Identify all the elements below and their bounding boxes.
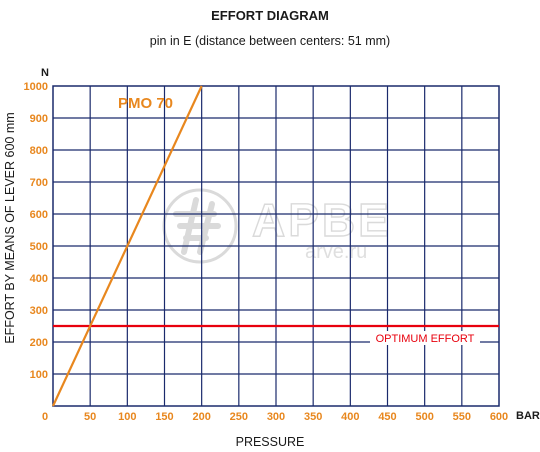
x-tick-label: 350 bbox=[304, 411, 322, 423]
y-tick-label: 1000 bbox=[24, 81, 48, 93]
x-tick-label: 550 bbox=[453, 411, 471, 423]
y-tick-label: 900 bbox=[30, 113, 48, 125]
x-tick-labels: 0 50 100 150 200 250 300 350 400 450 500 550 600 bbox=[42, 411, 508, 423]
chart-subtitle: pin in E (distance between centers: 51 m… bbox=[150, 34, 390, 48]
x-tick-label: 500 bbox=[415, 411, 433, 423]
x-tick-label: 300 bbox=[267, 411, 285, 423]
x-tick-label: 600 bbox=[490, 411, 508, 423]
watermark-subtext: arve.ru bbox=[305, 241, 367, 263]
series-group: PMO 70 bbox=[52, 85, 203, 407]
optimum-effort-label-bg bbox=[370, 331, 480, 345]
x-tick-label: 250 bbox=[230, 411, 248, 423]
x-tick-label: 50 bbox=[84, 411, 96, 423]
chart-title: EFFORT DIAGRAM bbox=[211, 8, 329, 23]
x-tick-label: 400 bbox=[341, 411, 359, 423]
y-tick-label: 700 bbox=[30, 177, 48, 189]
y-tick-label: 200 bbox=[30, 337, 48, 349]
x-tick-label: 200 bbox=[192, 411, 210, 423]
plot-frame bbox=[52, 85, 500, 407]
y-tick-label: 100 bbox=[30, 369, 48, 381]
optimum-effort-label: OPTIMUM EFFORT bbox=[376, 333, 475, 345]
x-tick-label: 100 bbox=[118, 411, 136, 423]
series-line-pmo-70 bbox=[52, 85, 203, 407]
y-tick-label: 400 bbox=[30, 273, 48, 285]
watermark: АРВЕ arve.ru bbox=[162, 188, 392, 264]
y-tick-label: 500 bbox=[30, 241, 48, 253]
y-tick-label: 600 bbox=[30, 209, 48, 221]
x-tick-label: 450 bbox=[378, 411, 396, 423]
x-unit-label: BAR bbox=[516, 410, 540, 422]
x-tick-label: 150 bbox=[155, 411, 173, 423]
y-unit-label: N bbox=[41, 67, 49, 79]
grid bbox=[52, 85, 500, 407]
watermark-logo-icon bbox=[162, 188, 238, 264]
reference-lines: OPTIMUM EFFORT bbox=[53, 324, 499, 345]
x-tick-label: 0 bbox=[42, 411, 48, 423]
x-axis-label: PRESSURE bbox=[236, 435, 305, 449]
y-tick-label: 800 bbox=[30, 145, 48, 157]
y-tick-label: 300 bbox=[30, 305, 48, 317]
y-tick-labels: 100 200 300 400 500 600 700 800 900 1000 bbox=[24, 81, 48, 381]
y-axis-label: EFFORT BY MEANS OF LEVER 600 mm bbox=[3, 112, 17, 343]
watermark-text: АРВЕ bbox=[252, 194, 392, 246]
series-label-pmo-70: PMO 70 bbox=[118, 95, 173, 112]
